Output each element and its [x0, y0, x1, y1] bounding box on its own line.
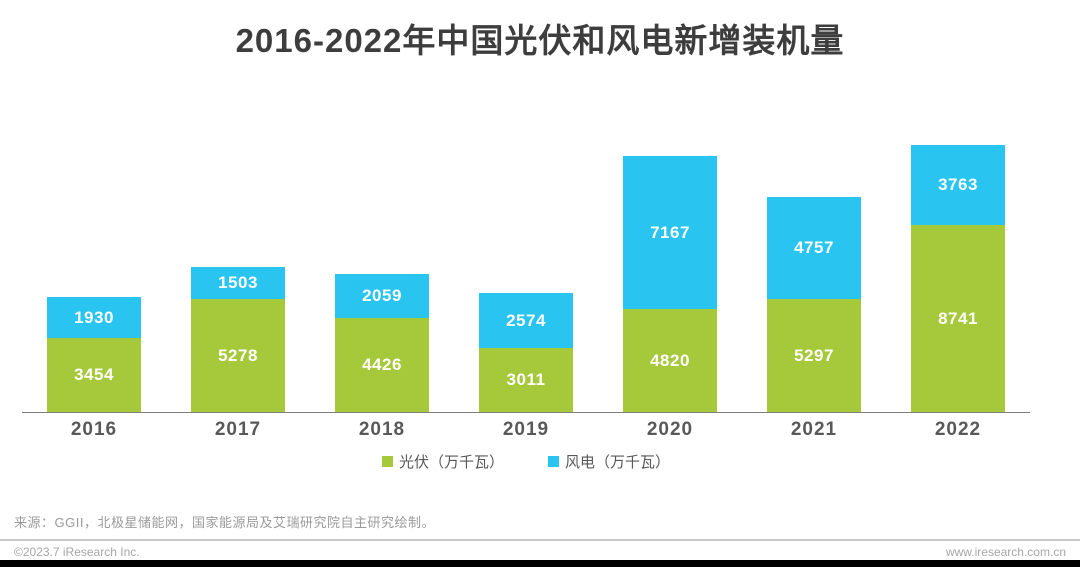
website-text: www.iresearch.com.cn [945, 545, 1066, 559]
pv-segment: 5278 [191, 299, 285, 412]
x-axis-label-2021: 2021 [790, 419, 838, 440]
wind-value-label: 3763 [938, 175, 978, 194]
legend-label-pv: 光伏（万千瓦） [398, 454, 504, 471]
x-axis-label-2016: 2016 [70, 419, 118, 440]
chart-title: 2016-2022年中国光伏和风电新增装机量 [235, 22, 845, 59]
x-axis-label-2019: 2019 [502, 419, 550, 440]
bar-column: 3763 8741 [886, 145, 1030, 412]
stacked-bar-2022: 3763 8741 [911, 145, 1005, 412]
wind-segment: 7167 [623, 156, 717, 309]
wind-segment: 1930 [47, 297, 141, 338]
stacked-bar-2018: 2059 4426 [335, 274, 429, 412]
wind-segment: 3763 [911, 145, 1005, 225]
bar-column: 7167 4820 [598, 156, 742, 412]
x-axis-label-2022: 2022 [934, 419, 982, 440]
wind-value-label: 1930 [74, 307, 114, 327]
pv-value-label: 5297 [794, 345, 834, 365]
pv-segment: 5297 [767, 299, 861, 412]
bar-column: 2574 3011 [454, 293, 598, 412]
pv-segment: 4820 [623, 309, 717, 412]
pv-swatch-icon [381, 456, 393, 467]
plot-area: 1930 3454 1503 5278 2059 4426 2574 3011 [22, 132, 1030, 413]
footer-divider [0, 539, 1080, 541]
pv-value-label: 5278 [218, 345, 258, 365]
stacked-bar-2019: 2574 3011 [479, 293, 573, 412]
wind-segment: 1503 [191, 267, 285, 299]
pv-value-label: 3454 [74, 365, 114, 384]
stacked-bar-2017: 1503 5278 [191, 267, 285, 412]
wind-value-label: 2059 [362, 286, 402, 305]
bar-column: 2059 4426 [310, 274, 454, 412]
wind-swatch-icon [548, 456, 559, 467]
footer: ©2023.7 iResearch Inc. www.iresearch.com… [14, 545, 1066, 559]
bottom-black-bar [0, 560, 1080, 567]
legend-item-pv: 光伏（万千瓦） [381, 451, 504, 472]
wind-value-label: 4757 [794, 238, 834, 257]
wind-value-label: 7167 [650, 222, 690, 242]
stacked-bar-2021: 4757 5297 [767, 197, 861, 412]
pv-value-label: 3011 [506, 370, 546, 389]
wind-segment: 2059 [335, 274, 429, 318]
pv-segment: 3454 [47, 338, 141, 412]
bar-column: 1930 3454 [22, 297, 166, 412]
legend: 光伏（万千瓦） 风电（万千瓦） [22, 451, 1030, 472]
stacked-bar-2016: 1930 3454 [47, 297, 141, 412]
x-axis-label-2020: 2020 [646, 419, 694, 440]
pv-segment: 8741 [911, 225, 1005, 412]
x-axis-label-2018: 2018 [358, 419, 406, 440]
copyright-text: ©2023.7 iResearch Inc. [14, 545, 140, 559]
pv-value-label: 8741 [938, 308, 978, 328]
legend-label-wind: 风电（万千瓦） [565, 454, 671, 471]
pv-segment: 3011 [479, 348, 573, 412]
wind-value-label: 2574 [506, 310, 546, 330]
bar-column: 4757 5297 [742, 197, 886, 412]
x-axis: 2016 2017 2018 2019 2020 2021 2022 [22, 419, 1030, 441]
pv-segment: 4426 [335, 318, 429, 412]
wind-segment: 2574 [479, 293, 573, 348]
wind-segment: 4757 [767, 197, 861, 299]
pv-value-label: 4820 [650, 350, 690, 370]
pv-value-label: 4426 [362, 355, 402, 374]
wind-value-label: 1503 [218, 273, 258, 292]
x-axis-label-2017: 2017 [214, 419, 262, 440]
stacked-bar-2020: 7167 4820 [623, 156, 717, 412]
legend-item-wind: 风电（万千瓦） [548, 451, 670, 472]
source-note: 来源：GGII，北极星储能网，国家能源局及艾瑞研究院自主研究绘制。 [14, 515, 435, 530]
bar-column: 1503 5278 [166, 267, 310, 412]
